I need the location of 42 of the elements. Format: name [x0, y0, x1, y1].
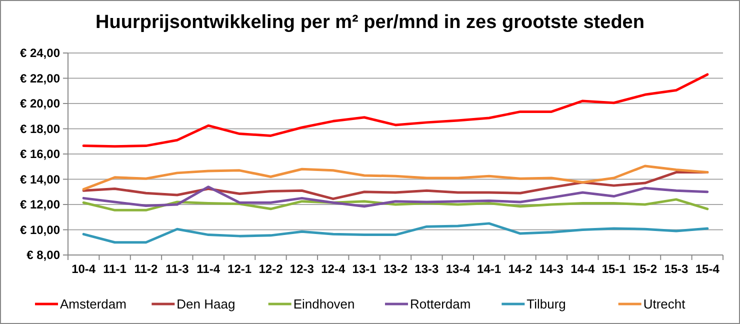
line-series — [82, 164, 709, 191]
y-tick-label: € 20,00 — [20, 96, 60, 111]
y-tick-label: € 8,00 — [26, 248, 60, 262]
x-tick-label: 11-3 — [165, 262, 190, 276]
x-tick-label: 13-4 — [446, 262, 470, 276]
x-tick-label: 10-4 — [72, 262, 96, 276]
y-tick-label: € 24,00 — [20, 46, 60, 60]
x-tick-label: 11-2 — [134, 262, 158, 276]
y-tick-label: € 12,00 — [20, 198, 60, 212]
x-tick-label: 14-4 — [570, 262, 595, 276]
x-tick-label: 11-1 — [103, 262, 127, 276]
x-tick-label: 12-2 — [258, 262, 284, 276]
line-series — [82, 186, 709, 208]
y-tick-label: € 18,00 — [20, 122, 60, 136]
y-tick-label: € 10,00 — [20, 222, 60, 237]
x-tick-label: 13-3 — [414, 262, 440, 276]
line-series — [82, 222, 709, 244]
x-tick-label: 12-4 — [321, 262, 346, 276]
line-series — [82, 73, 709, 148]
x-tick-label: 12-1 — [228, 262, 252, 276]
legend-label: Utrecht — [643, 296, 686, 312]
x-tick-label: 15-4 — [695, 262, 720, 276]
x-tick-label: 15-2 — [633, 262, 658, 276]
x-tick-label: 15-3 — [664, 262, 689, 276]
x-tick-label: 13-2 — [383, 262, 408, 276]
x-tick-label: 12-3 — [290, 262, 314, 276]
legend-label: Den Haag — [176, 296, 236, 312]
x-tick-label: 15-1 — [602, 262, 626, 276]
legend-label: Tilburg — [526, 296, 566, 312]
x-tick-label: 14-2 — [508, 262, 533, 276]
legend-label: Eindhoven — [293, 296, 355, 312]
y-tick-label: € 14,00 — [20, 172, 60, 186]
y-tick-label: € 22,00 — [20, 71, 60, 86]
x-tick-label: 14-1 — [477, 262, 502, 276]
legend-label: Rotterdam — [410, 296, 471, 312]
chart-title: Huurprijsontwikkeling per m² per/mnd in zes grootste steden — [96, 12, 644, 33]
x-tick-label: 14-3 — [539, 262, 564, 276]
x-tick-label: 11-4 — [196, 262, 220, 276]
line-series — [82, 198, 709, 212]
y-tick-label: € 16,00 — [20, 147, 60, 162]
x-tick-label: 13-1 — [352, 262, 377, 276]
legend-label: Amsterdam — [60, 296, 126, 312]
